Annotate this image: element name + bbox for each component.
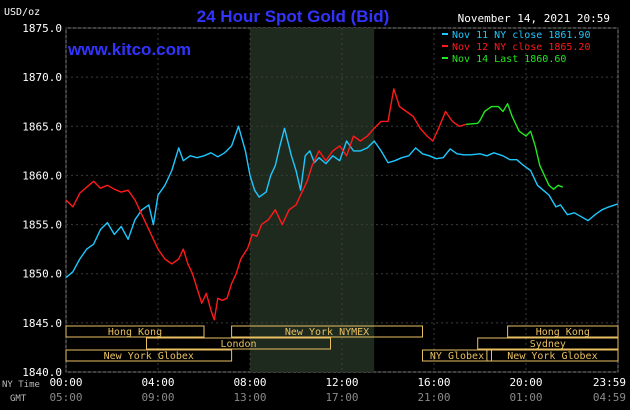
y-unit-label: USD/oz	[4, 7, 40, 18]
session-box	[231, 325, 423, 338]
session-new-york-nymex: New York NYMEX	[231, 325, 423, 338]
gmt-label: GMT	[10, 394, 27, 404]
price-series	[65, 88, 619, 321]
series-line-nov-14	[466, 103, 564, 190]
y-tick-label: 1845.0	[22, 317, 62, 330]
x-tick-gmt: 01:00	[509, 391, 542, 404]
session-box	[422, 349, 492, 362]
x-tick-ny: 23:59	[593, 376, 626, 389]
x-tick-gmt: 17:00	[325, 391, 358, 404]
x-tick-gmt: 21:00	[417, 391, 450, 404]
legend-entry: Nov 11 NY close 1861.90	[452, 30, 590, 41]
nymex-shaded-region	[250, 28, 375, 372]
y-tick-label: 1865.0	[22, 120, 62, 133]
x-tick-ny: 04:00	[141, 376, 174, 389]
session-box	[146, 337, 331, 350]
session-box	[65, 349, 233, 362]
session-label: New York Globex	[104, 351, 194, 362]
session-label: NY Globex	[430, 351, 484, 362]
ny-time-label: NY Time	[2, 380, 40, 390]
session-label: New York Globex	[507, 351, 597, 362]
x-tick-ny: 12:00	[325, 376, 358, 389]
session-sydney: Sydney	[477, 337, 619, 350]
market-sessions: Hong Kong London New York Globex New York N…	[65, 325, 619, 362]
session-box	[507, 325, 619, 338]
session-new-york-globex: New York Globex	[486, 349, 619, 362]
session-label: New York NYMEX	[285, 327, 369, 338]
y-tick-label: 1860.0	[22, 169, 62, 182]
series-line-nov-11	[65, 125, 619, 279]
x-tick-gmt: 04:59	[593, 391, 626, 404]
chart-title: 24 Hour Spot Gold (Bid)	[197, 7, 390, 26]
series-line-nov-12	[65, 88, 467, 321]
session-london: London	[146, 337, 331, 350]
x-tick-ny: 08:00	[233, 376, 266, 389]
axes: 1840.0 1845.0 1850.0 1855.0 1860.0 1865.0 1870…	[2, 22, 626, 404]
session-ny-globex: NY Globex	[422, 349, 492, 362]
session-label: Sydney	[530, 339, 566, 350]
y-tick-label: 1840.0	[22, 366, 62, 379]
x-tick-ny: 00:00	[49, 376, 82, 389]
session-box	[477, 337, 619, 350]
y-tick-label: 1870.0	[22, 71, 62, 84]
x-tick-gmt: 13:00	[233, 391, 266, 404]
session-hong-kong: Hong Kong	[507, 325, 619, 338]
session-label: Hong Kong	[536, 327, 590, 338]
legend-entry: Nov 14 Last 1860.60	[452, 54, 566, 65]
session-label: Hong Kong	[108, 327, 162, 338]
session-box	[65, 325, 205, 338]
y-tick-label: 1875.0	[22, 22, 62, 35]
timestamp: November 14, 2021 20:59	[458, 12, 610, 25]
session-box	[486, 349, 619, 362]
y-tick-label: 1850.0	[22, 268, 62, 281]
x-tick-ny: 20:00	[509, 376, 542, 389]
x-tick-ny: 16:00	[417, 376, 450, 389]
legend-entry: Nov 12 NY close 1865.20	[452, 42, 590, 53]
y-tick-label: 1855.0	[22, 219, 62, 232]
kitco-link[interactable]: www.kitco.com	[67, 40, 191, 59]
x-tick-gmt: 05:00	[49, 391, 82, 404]
session-hong-kong: Hong Kong	[65, 325, 205, 338]
x-tick-gmt: 09:00	[141, 391, 174, 404]
session-new-york-globex: New York Globex	[65, 349, 233, 362]
session-label: London	[220, 339, 256, 350]
